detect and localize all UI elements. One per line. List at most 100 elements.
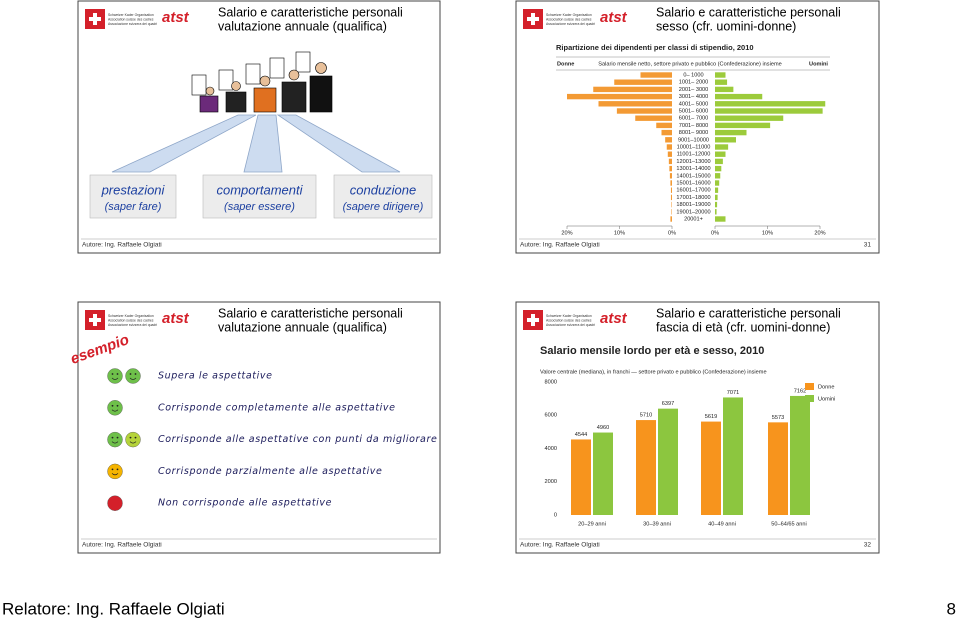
category-label: 14001–15000: [676, 173, 710, 179]
logo-org: Associazione svizzera dei quadri: [108, 323, 157, 327]
bar-men: [715, 137, 736, 143]
category-label: 11001–12000: [677, 152, 711, 158]
bar-men: [715, 144, 729, 150]
face-mouth: [111, 377, 119, 380]
slide-title: Salario e caratteristiche personali: [218, 5, 403, 19]
logo-org: Schweizer Kader Organisation: [546, 13, 592, 17]
bar: [790, 395, 810, 515]
x-tick-label: 40–49 anni: [708, 521, 736, 527]
face-eye: [111, 404, 114, 407]
bar: [593, 432, 613, 515]
value-label: 6397: [662, 401, 674, 407]
chart-title: Salario mensile lordo per età e sesso, 2…: [540, 345, 764, 357]
bar-men: [715, 122, 771, 129]
face: [107, 368, 123, 384]
bar-men: [715, 173, 721, 179]
value-label: 5619: [705, 414, 717, 420]
bar-men: [715, 158, 723, 165]
slide-title: fascia di età (cfr. uomini-donne): [656, 320, 830, 334]
slide: Schweizer Kader OrganisationAssociation …: [68, 301, 441, 554]
box: [89, 174, 177, 219]
category-label: 2001– 3000: [679, 87, 709, 93]
category-label: 12001–13000: [676, 159, 710, 165]
face: [107, 400, 123, 416]
page-footer: Relatore: Ing. Raffaele Olgiati: [2, 599, 225, 618]
legend-swatch: [805, 395, 814, 402]
box-label: comportamenti: [217, 182, 304, 197]
slide-footer: Autore: Ing. Raffaele Olgiati: [82, 542, 162, 549]
bar-men: [715, 216, 726, 222]
bar: [571, 439, 591, 515]
face-mouth: [129, 441, 137, 444]
y-tick-label: 2000: [545, 479, 557, 485]
logo-org: Association suisse des cadres: [546, 17, 592, 21]
series-label: Donne: [557, 61, 574, 67]
category-label: 20001+: [684, 216, 703, 222]
x-tick-label: 10%: [614, 230, 625, 236]
face-eye: [116, 468, 119, 471]
face: [125, 431, 141, 448]
bar-women: [670, 216, 672, 222]
bar-men: [715, 101, 826, 107]
face: [107, 463, 123, 480]
bar-men: [715, 86, 734, 93]
bar-women: [666, 144, 672, 150]
face-eye: [111, 373, 114, 375]
face: [107, 495, 123, 511]
face-mouth: [111, 441, 119, 444]
x-tick-label: 10%: [762, 230, 773, 236]
bar-men: [715, 201, 718, 208]
bar-men: [715, 72, 726, 78]
illustration: [111, 51, 401, 173]
value-label: 7071: [727, 390, 739, 396]
category-label: 0– 1000: [683, 72, 703, 78]
y-tick-label: 8000: [545, 379, 557, 385]
x-tick-label: 20%: [561, 230, 572, 236]
category-label: 1001– 2000: [679, 80, 709, 86]
y-tick-label: 6000: [545, 413, 557, 419]
legend-label: Donne: [818, 384, 834, 390]
bar-men: [715, 108, 823, 114]
slide-footer: Autore: Ing. Raffaele Olgiati: [520, 242, 600, 249]
slide-frame: [515, 301, 880, 554]
face-mouth: [111, 473, 119, 476]
x-tick-label: 30–39 anni: [643, 521, 671, 527]
box-label: prestazioni: [101, 182, 166, 197]
box-sub: (saper fare): [105, 201, 162, 213]
face-eye: [134, 373, 137, 375]
x-tick-label: 50–64/65 anni: [771, 521, 806, 527]
logo-brand: atst: [162, 9, 190, 26]
legend-swatch: [805, 383, 814, 390]
category-label: 10001–11000: [677, 144, 711, 150]
slide-title: Salario e caratteristiche personali: [218, 306, 403, 320]
bar-women: [670, 180, 672, 186]
rating-text: Non corrisponde alle aspettative: [158, 498, 332, 509]
slide: Schweizer Kader OrganisationAssociation …: [515, 301, 880, 554]
category-label: 4001– 5000: [679, 101, 709, 107]
x-tick-label: 0%: [668, 230, 676, 236]
category-label: 9001–10000: [678, 137, 709, 143]
box-sub: (saper essere): [224, 201, 295, 213]
category-label: 3001– 4000: [679, 94, 709, 100]
face-eye: [134, 436, 137, 439]
bar-men: [715, 209, 717, 215]
logo-org: Associazione svizzera dei quadri: [108, 22, 157, 26]
logo-org: Associazione svizzera dei quadri: [546, 323, 595, 327]
logo-cross: [89, 13, 101, 25]
slide: Schweizer Kader OrganisationAssociation …: [77, 0, 441, 254]
category-label: 6001– 7000: [679, 116, 709, 122]
logo-cross: [527, 314, 539, 326]
logo-org: Schweizer Kader Organisation: [108, 13, 154, 17]
bar-women: [668, 158, 672, 165]
logo-brand: atst: [600, 310, 628, 327]
bar-women: [670, 194, 672, 201]
slide-footer: Autore: Ing. Raffaele Olgiati: [82, 242, 162, 249]
face-eye: [116, 404, 119, 407]
bar-women: [661, 129, 672, 136]
x-tick-label: 0%: [711, 230, 719, 236]
bar-women: [669, 165, 672, 172]
face: [125, 368, 141, 384]
bar-men: [715, 165, 722, 172]
bar: [723, 397, 743, 515]
logo-cross: [89, 314, 101, 326]
